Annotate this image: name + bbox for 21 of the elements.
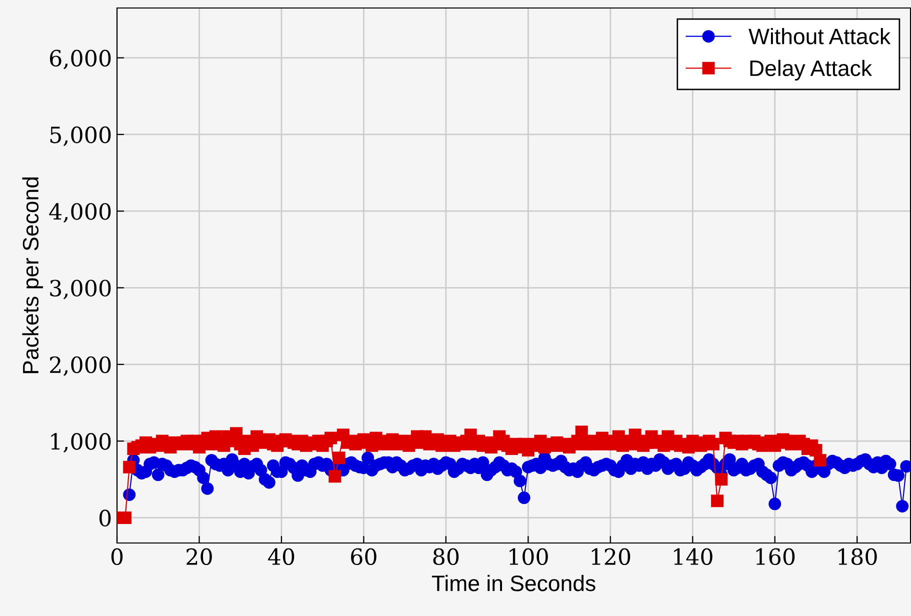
- legend-label: Delay Attack: [750, 60, 872, 81]
- y-tick-label: 4,000: [49, 203, 111, 223]
- x-tick-label: 80: [433, 548, 459, 566]
- x-tick-label: 40: [268, 548, 294, 566]
- x-tick-label: 160: [756, 548, 795, 566]
- y-tick-label: 5,000: [50, 126, 111, 146]
- y-axis-title: Packets per Second: [22, 177, 43, 374]
- x-tick-label: 140: [674, 548, 712, 566]
- x-tick-label: 100: [510, 548, 548, 566]
- y-tick-label: 0: [99, 510, 111, 526]
- x-axis-title: Time in Seconds: [432, 574, 596, 592]
- x-tick-label: 60: [351, 548, 376, 566]
- y-tick-label: 1,000: [51, 433, 111, 453]
- y-tick-label: 2,000: [50, 356, 111, 376]
- x-tick-label: 120: [592, 548, 630, 566]
- legend-label: Without Attack: [748, 28, 891, 44]
- y-tick-label: 6,000: [50, 50, 111, 70]
- y-tick-label: 3,000: [50, 280, 111, 300]
- x-tick-label: 20: [186, 548, 212, 566]
- x-tick-label: 0: [111, 548, 123, 566]
- x-tick-label: 180: [838, 548, 877, 566]
